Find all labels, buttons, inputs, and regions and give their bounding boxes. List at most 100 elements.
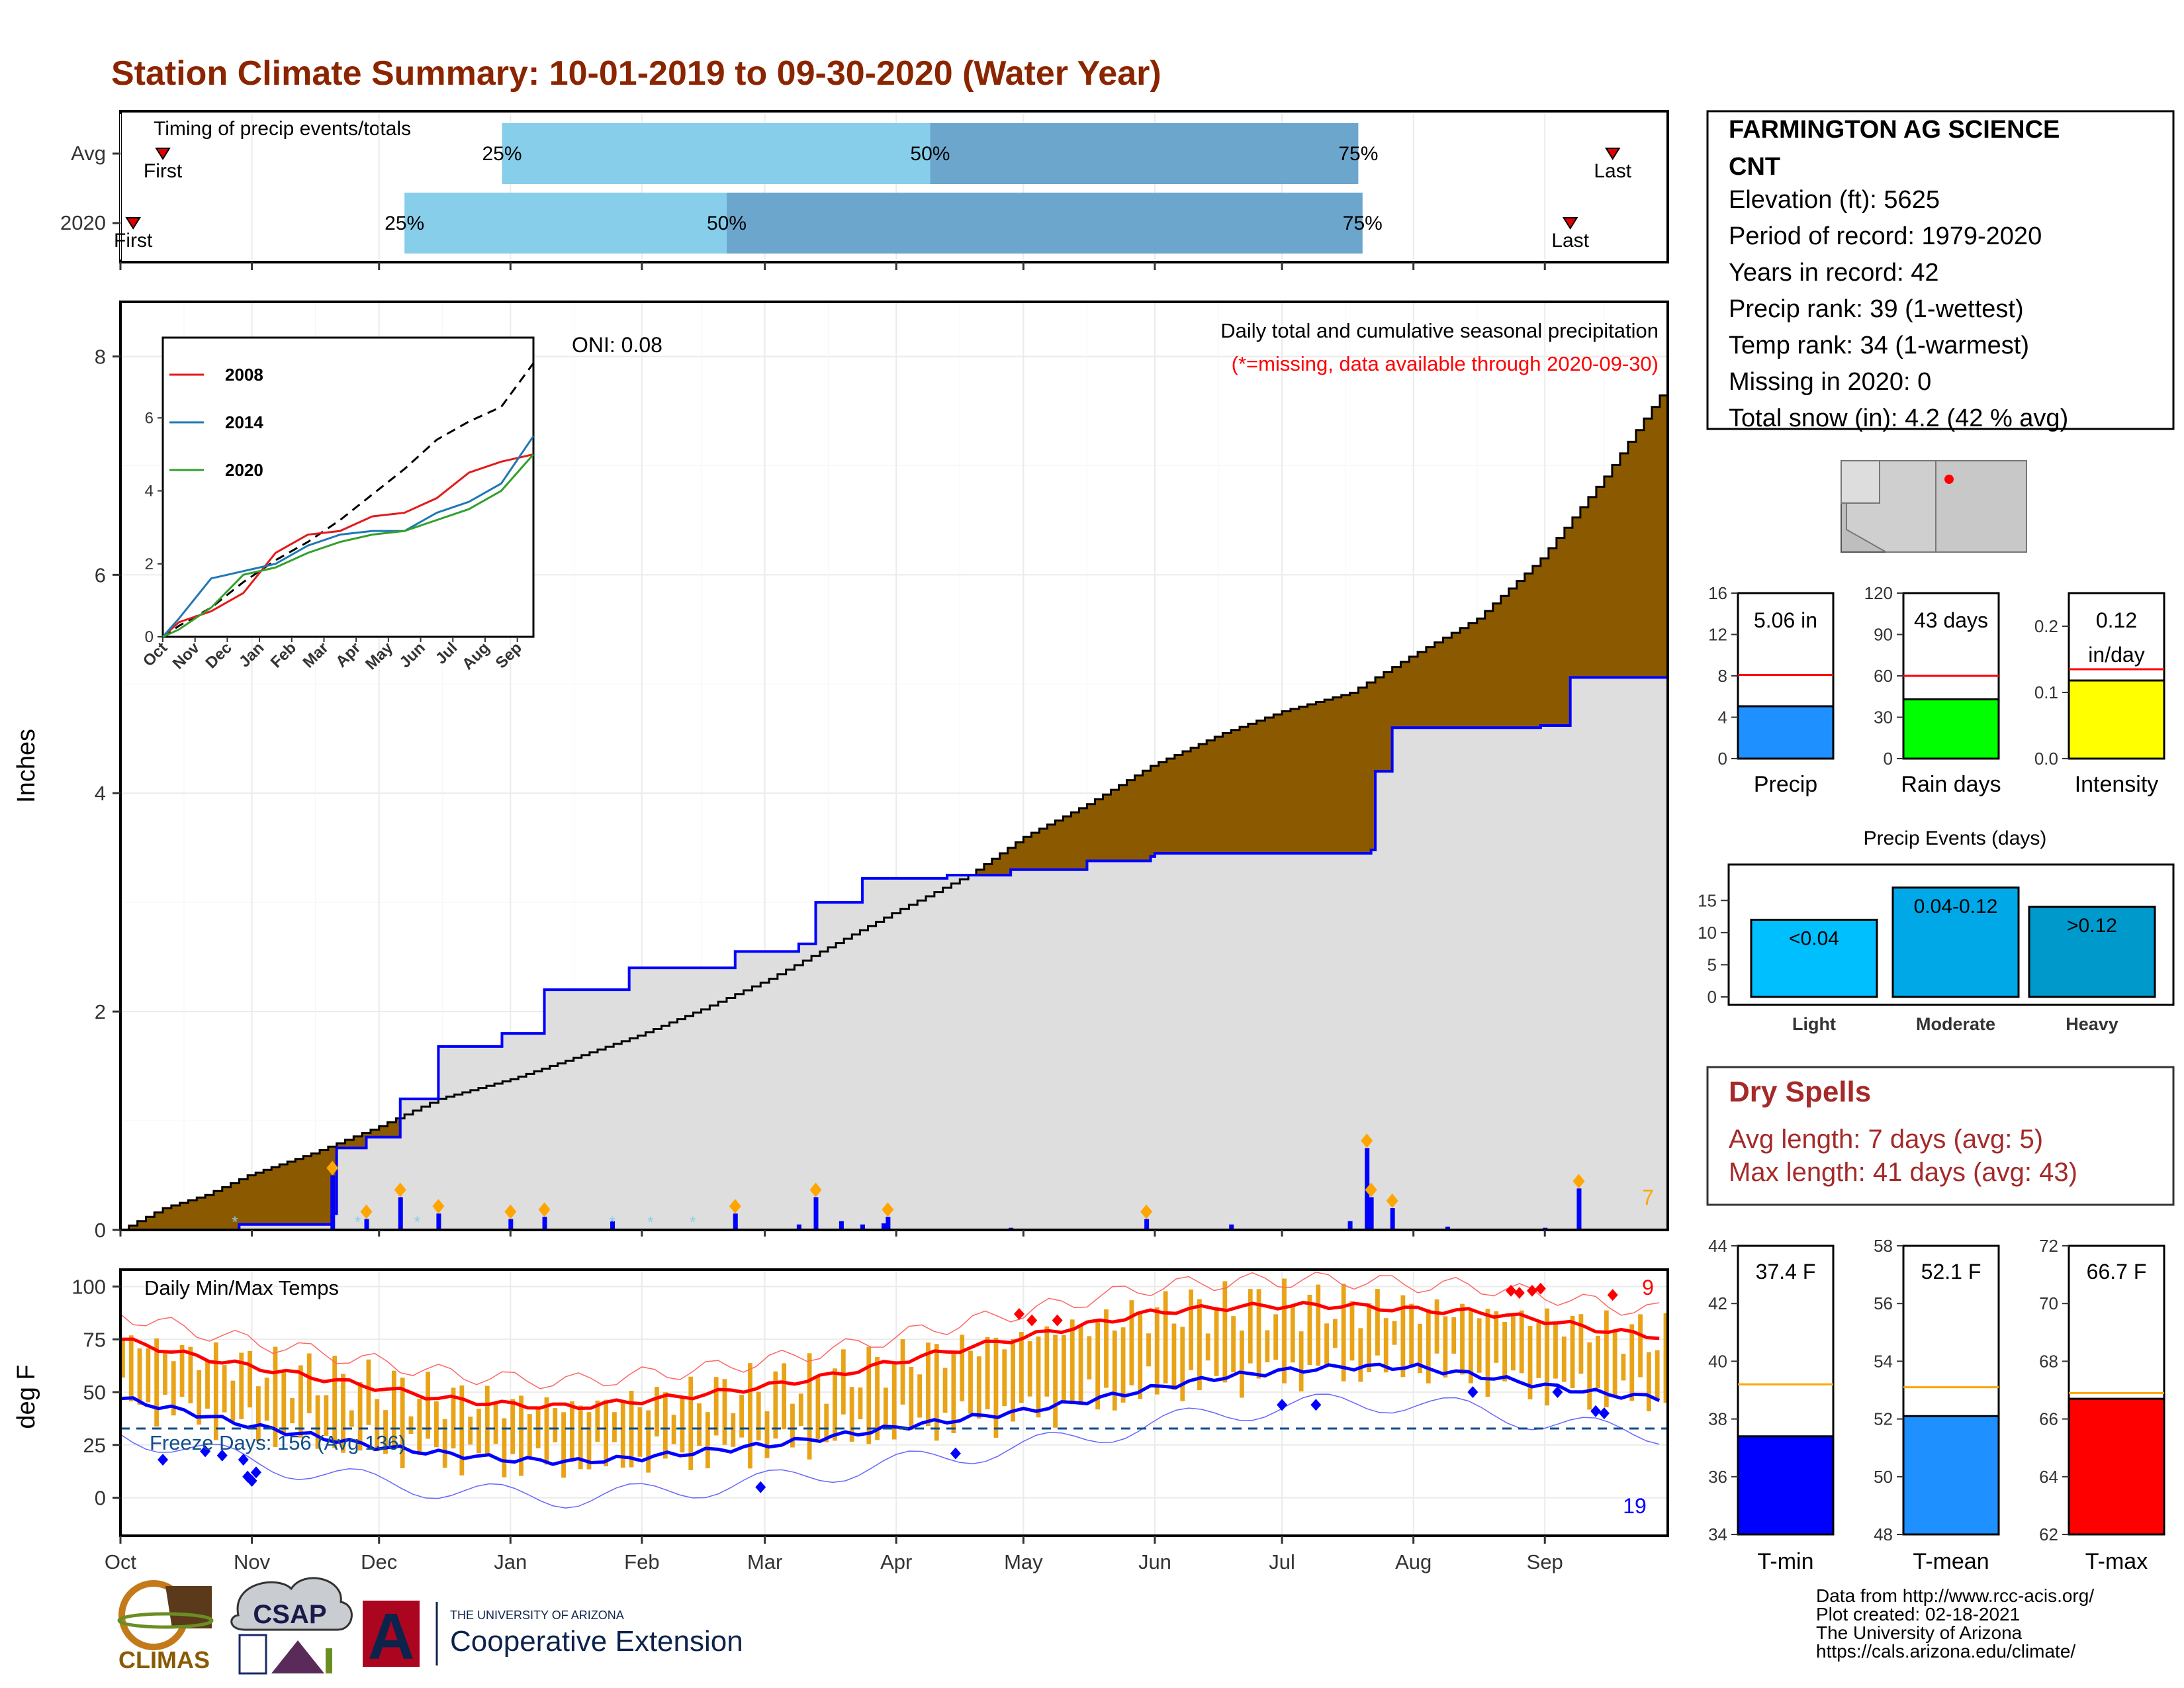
daily-temp-bar xyxy=(680,1396,685,1453)
mini-temp-ytick-label: 40 xyxy=(1708,1351,1727,1371)
daily-temp-bar xyxy=(1460,1303,1465,1375)
mini-temp-ytick-label: 44 xyxy=(1708,1236,1727,1256)
record-high-marker xyxy=(1505,1284,1516,1297)
daily-temp-bar xyxy=(553,1408,558,1442)
daily-temp-bar xyxy=(604,1399,609,1467)
heavy-event-marker xyxy=(1365,1182,1377,1197)
daily-temp-bar xyxy=(1298,1331,1304,1391)
temp-ylabel: deg F xyxy=(13,1364,40,1429)
ua-big-text: Cooperative Extension xyxy=(450,1625,743,1658)
daily-temp-bar xyxy=(569,1401,574,1462)
event-bar-light xyxy=(1750,918,1878,998)
daily-temp-bar xyxy=(1307,1294,1312,1365)
heavy-event-marker xyxy=(326,1160,339,1176)
daily-temp-bar xyxy=(230,1380,236,1421)
timing-bar-50-75 xyxy=(726,193,1363,254)
daily-temp-bar xyxy=(248,1350,252,1408)
daily-temp-bar xyxy=(468,1417,473,1445)
dry-spells-box: Dry Spells Avg length: 7 days (avg: 5) M… xyxy=(1706,1066,2175,1206)
daily-precip-bar xyxy=(839,1221,844,1230)
daily-temp-bar xyxy=(798,1393,803,1427)
precip-ytick-label: 0 xyxy=(95,1219,106,1242)
daily-temp-bar xyxy=(849,1387,854,1442)
mini-precip-bar-intensity xyxy=(2068,679,2165,760)
mini-temp-ytick-label: 66 xyxy=(2039,1409,2058,1429)
daily-temp-bar xyxy=(1112,1330,1117,1411)
daily-temp-bar xyxy=(1383,1318,1388,1373)
heavy-event-marker xyxy=(1361,1133,1373,1149)
daily-temp-bar xyxy=(1316,1284,1321,1366)
timing-p25-label: 25% xyxy=(482,143,522,165)
csap-text: CSAP xyxy=(253,1600,326,1629)
daily-temp-bar xyxy=(1621,1354,1626,1381)
daily-temp-bar xyxy=(434,1401,439,1448)
station-info-line: Temp rank: 34 (1-warmest) xyxy=(1729,332,2029,359)
daily-temp-bar xyxy=(222,1365,227,1413)
daily-temp-bar xyxy=(1570,1316,1575,1388)
daily-temp-bar xyxy=(646,1410,651,1473)
month-xtick-label: Jul xyxy=(1269,1550,1295,1573)
daily-temp-bar xyxy=(1646,1352,1651,1411)
daily-temp-bar xyxy=(807,1353,812,1460)
heavy-event-marker xyxy=(394,1182,406,1197)
mini-temp-bar-t-mean xyxy=(1902,1415,2000,1536)
daily-temp-bar xyxy=(1265,1330,1270,1362)
daily-precip-bar xyxy=(436,1213,441,1230)
daily-temp-bar xyxy=(519,1395,523,1476)
events-ytick-label: 5 xyxy=(1707,955,1717,974)
daily-temp-bar xyxy=(586,1412,592,1470)
precip-ytick-label: 2 xyxy=(95,1000,106,1023)
station-info-line: Total snow (in): 4.2 (42 % avg) xyxy=(1729,404,2068,432)
daily-precip-bar xyxy=(1347,1221,1353,1230)
inset-xtick-label: Dec xyxy=(202,639,235,672)
daily-temp-bar xyxy=(1146,1333,1151,1367)
daily-temp-bar xyxy=(315,1395,320,1449)
inset-xtick-label: Aug xyxy=(459,639,493,673)
timing-row-label-2020: 2020 xyxy=(60,211,106,234)
snow-marker: * xyxy=(647,1213,653,1231)
month-xtick-label: Jun xyxy=(1138,1550,1171,1573)
inset-xtick-label: May xyxy=(362,639,397,674)
inset-series-line-2020 xyxy=(162,453,535,638)
daily-temp-bar xyxy=(239,1352,244,1419)
daily-temp-bar xyxy=(697,1403,702,1446)
temp-summary-charts: 37.4 F T-min 34 36 38 40 42 44 52.1 F T-mean 48 50 5… xyxy=(1708,1236,2165,1574)
month-xtick-label: Oct xyxy=(105,1550,137,1573)
mini-temp-ytick-label: 58 xyxy=(1874,1236,1893,1256)
record-low-marker xyxy=(238,1454,249,1466)
daily-temp-bar xyxy=(306,1353,312,1413)
record-high-marker xyxy=(1514,1287,1525,1299)
precip-panel: * * * * * * 0 2 4 6 8 Inches ONI: 0.08 Daily tota… xyxy=(13,301,1669,1242)
daily-temp-bar xyxy=(154,1338,159,1427)
daily-precip-bar xyxy=(886,1217,891,1230)
record-low-marker xyxy=(1590,1405,1602,1417)
daily-temp-bar xyxy=(1062,1335,1066,1404)
last-event-label: Last xyxy=(1551,230,1589,252)
record-min-temp-line xyxy=(120,1393,1660,1509)
daily-temp-bar xyxy=(1053,1335,1058,1428)
inset-legend-label: 2014 xyxy=(225,412,263,432)
events-ytick-label: 10 xyxy=(1698,923,1717,943)
daily-temp-bar xyxy=(968,1350,973,1414)
daily-temp-bar xyxy=(1332,1319,1338,1348)
dry-avg-length: Avg length: 7 days (avg: 5) xyxy=(1729,1125,2043,1154)
daily-precip-bar xyxy=(813,1197,819,1230)
temp-ytick-label: 50 xyxy=(83,1381,106,1404)
timing-row-label-avg: Avg xyxy=(71,142,106,165)
events-title: Precip Events (days) xyxy=(1864,827,2047,849)
inset-ytick-label: 0 xyxy=(145,628,154,646)
heavy-event-marker xyxy=(1140,1204,1153,1219)
mini-temp-ytick-label: 34 xyxy=(1708,1524,1727,1544)
daily-temp-bar xyxy=(561,1412,566,1478)
daily-temp-bar xyxy=(824,1403,829,1442)
observed-cumulative-area xyxy=(120,677,1668,1230)
daily-temp-bar xyxy=(993,1337,999,1438)
daily-temp-bar xyxy=(1197,1299,1202,1391)
mini-precip-label: Intensity xyxy=(2075,772,2159,797)
climas-text: CLIMAS xyxy=(118,1646,210,1673)
daily-temp-bar xyxy=(1154,1307,1160,1395)
daily-temp-bar xyxy=(417,1399,422,1455)
event-bar-value: 0.04-0.12 xyxy=(1914,896,1998,917)
station-info: FARMINGTON AG SCIENCE CNT Elevation (ft)… xyxy=(1706,110,2175,432)
inset-ytick-label: 6 xyxy=(145,409,154,427)
